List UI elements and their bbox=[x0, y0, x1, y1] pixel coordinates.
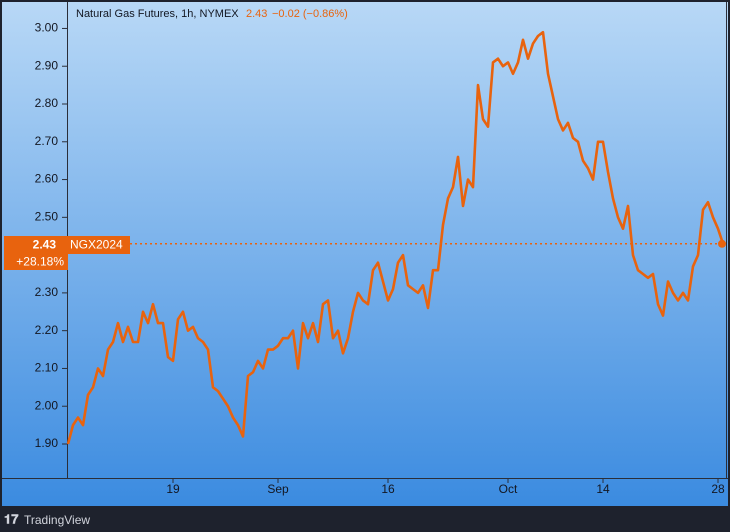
chart-title: Natural Gas Futures, 1h, NYMEX bbox=[76, 8, 239, 20]
brand: TradingView bbox=[24, 513, 90, 527]
y-tick-label: 2.50 bbox=[35, 210, 59, 224]
y-tick-label: 2.20 bbox=[35, 323, 59, 337]
y-tick-label: 2.70 bbox=[35, 134, 59, 148]
y-tick-label: 2.30 bbox=[35, 285, 59, 299]
y-tick-label: 2.60 bbox=[35, 172, 59, 186]
price-line bbox=[66, 30, 725, 445]
percent-tag bbox=[4, 254, 68, 270]
y-tick-label: 3.00 bbox=[35, 21, 59, 35]
x-tick-label: 28 bbox=[711, 482, 725, 496]
x-tick-label: Sep bbox=[267, 482, 289, 496]
y-tick-label: 2.90 bbox=[35, 58, 59, 72]
percent-tag-value: +28.18% bbox=[16, 255, 64, 269]
y-tick-label: 2.10 bbox=[35, 361, 59, 375]
price-tag bbox=[4, 236, 130, 254]
y-tick-label: 2.00 bbox=[35, 398, 59, 412]
last-point bbox=[718, 239, 726, 248]
footer bbox=[2, 507, 728, 532]
price-tag-symbol: NGX2024 bbox=[70, 238, 123, 252]
x-tick-label: 16 bbox=[381, 482, 395, 496]
x-tick-label: 14 bbox=[596, 482, 610, 496]
x-tick-label: Oct bbox=[499, 482, 518, 496]
header-price: 2.43 bbox=[246, 8, 267, 20]
x-tick-label: 19 bbox=[166, 482, 180, 496]
y-tick-label: 1.90 bbox=[35, 436, 59, 450]
price-tag-value: 2.43 bbox=[33, 238, 57, 252]
logo-mark: 𝟏𝟕 bbox=[4, 511, 19, 526]
y-tick-label: 2.80 bbox=[35, 96, 59, 110]
header-change: −0.02 (−0.86%) bbox=[272, 8, 348, 20]
